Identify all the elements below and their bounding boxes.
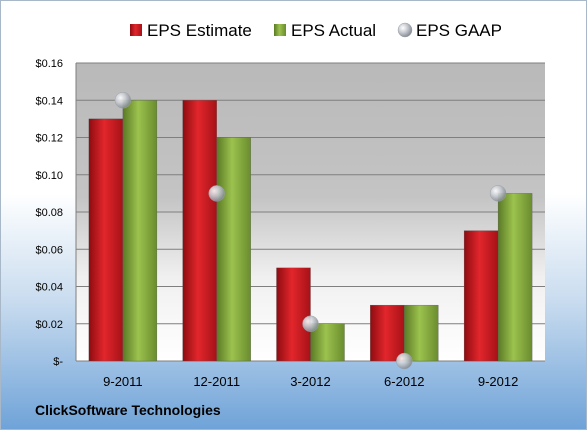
- bar: [122, 100, 158, 362]
- bar: [497, 193, 533, 362]
- legend-item: EPS Actual: [274, 21, 376, 40]
- y-tick-label: $-: [53, 356, 63, 368]
- y-tick-label: $0.02: [35, 319, 63, 331]
- bar: [370, 304, 405, 362]
- y-tick-label: $0.14: [35, 95, 63, 107]
- bar: [216, 137, 251, 362]
- legend-label: EPS Estimate: [147, 21, 252, 40]
- x-tick-label: 9-2012: [478, 374, 518, 389]
- legend-label: EPS GAAP: [416, 21, 502, 40]
- gaap-points: [114, 92, 507, 370]
- x-tick-label: 3-2012: [290, 374, 330, 389]
- legend-item: EPS Estimate: [130, 21, 252, 40]
- y-tick-label: $0.16: [35, 58, 63, 70]
- gaap-point: [114, 92, 132, 109]
- x-tick-label: 9-2011: [103, 374, 143, 389]
- y-tick-label: $0.06: [35, 244, 63, 256]
- bar: [463, 230, 499, 362]
- x-axis: 9-2011 12-2011 3-2012 6-2012 9-2012: [103, 374, 518, 389]
- gaap-point: [302, 315, 319, 332]
- y-tick-label: $0.04: [35, 282, 63, 294]
- y-tick-label: $0.12: [35, 133, 63, 145]
- bar: [310, 323, 345, 362]
- legend-item: EPS GAAP: [397, 21, 502, 40]
- legend-swatch: [274, 24, 286, 36]
- gaap-point: [489, 185, 507, 202]
- gaap-point: [396, 352, 413, 370]
- y-axis: $0.16 $0.14 $0.12 $0.10 $0.08 $0.06 $0.04 $0.02…: [35, 58, 77, 368]
- bar: [404, 304, 439, 362]
- x-tick-label: 12-2011: [193, 374, 240, 389]
- y-tick-label: $0.08: [35, 207, 63, 219]
- gaap-point: [208, 185, 225, 202]
- y-tick-label: $0.10: [35, 170, 63, 182]
- legend: EPS Estimate EPS Actual EPS GAAP: [130, 21, 502, 40]
- company-name: ClickSoftware Technologies: [35, 402, 221, 418]
- bar: [88, 118, 124, 362]
- legend-swatch: [130, 24, 142, 36]
- legend-label: EPS Actual: [291, 21, 376, 40]
- bars: [88, 100, 533, 362]
- x-tick-label: 6-2012: [384, 374, 424, 389]
- bar: [276, 267, 311, 362]
- legend-swatch: [397, 22, 413, 38]
- bar: [182, 100, 217, 362]
